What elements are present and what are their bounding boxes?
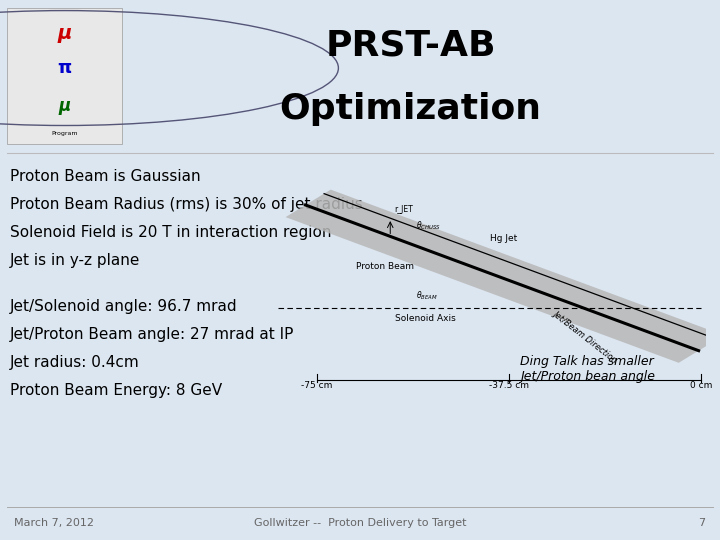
Text: -75 cm: -75 cm [301, 381, 333, 390]
Text: March 7, 2012: March 7, 2012 [14, 518, 94, 528]
Text: Solenoid Axis: Solenoid Axis [395, 314, 455, 323]
Text: $\theta_{BEAM}$: $\theta_{BEAM}$ [416, 289, 438, 302]
Text: π: π [58, 59, 72, 77]
Text: Proton Beam Energy: 8 GeV: Proton Beam Energy: 8 GeV [10, 383, 222, 398]
Text: PRST-AB: PRST-AB [325, 29, 495, 62]
Text: -37.5 cm: -37.5 cm [489, 381, 529, 390]
Text: r_JET: r_JET [395, 205, 413, 214]
Text: Proton Beam is Gaussian: Proton Beam is Gaussian [10, 169, 201, 184]
Text: Jet is in y-z plane: Jet is in y-z plane [10, 253, 140, 268]
Text: Ding Talk has smaller: Ding Talk has smaller [520, 355, 654, 368]
Text: Solenoid Field is 20 T in interaction region: Solenoid Field is 20 T in interaction re… [10, 225, 331, 240]
Text: Jet/Proton Beam angle: 27 mrad at IP: Jet/Proton Beam angle: 27 mrad at IP [10, 327, 294, 342]
Text: Optimization: Optimization [279, 92, 541, 126]
Text: μ: μ [58, 97, 71, 115]
Text: Gollwitzer --  Proton Delivery to Target: Gollwitzer -- Proton Delivery to Target [253, 518, 467, 528]
Text: Jet radius: 0.4cm: Jet radius: 0.4cm [10, 355, 140, 370]
Text: Program: Program [52, 131, 78, 136]
Text: Hg Jet: Hg Jet [490, 234, 517, 243]
Text: 7: 7 [698, 518, 706, 528]
FancyBboxPatch shape [7, 8, 122, 144]
Text: 0 cm: 0 cm [690, 381, 713, 390]
Text: Jet/Solenoid angle: 96.7 mrad: Jet/Solenoid angle: 96.7 mrad [10, 299, 238, 314]
Text: Jet/Proton bean angle: Jet/Proton bean angle [520, 370, 655, 383]
Text: $\theta_{CHUSS}$: $\theta_{CHUSS}$ [416, 220, 441, 232]
Text: Proton Beam Radius (rms) is 30% of jet radius: Proton Beam Radius (rms) is 30% of jet r… [10, 197, 363, 212]
Text: μ: μ [58, 24, 72, 43]
Polygon shape [286, 190, 720, 363]
Text: Jet/Beam Direction: Jet/Beam Direction [551, 309, 618, 365]
Text: Proton Beam: Proton Beam [356, 262, 414, 272]
